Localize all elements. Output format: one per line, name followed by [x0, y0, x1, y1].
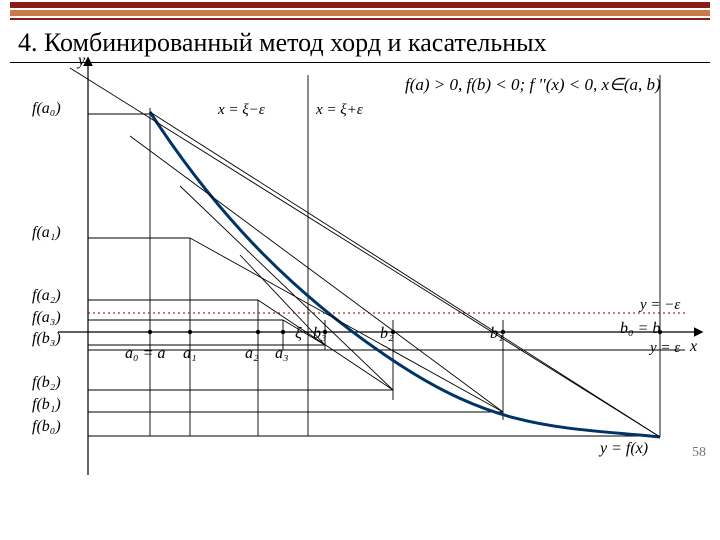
- y-label: f(a₃): [32, 309, 61, 327]
- y-label: f(a₁): [32, 224, 61, 242]
- y-label: f(b₂): [32, 374, 61, 392]
- x-label: ξ: [295, 325, 302, 343]
- x-label: b₁: [490, 325, 504, 343]
- x-label: b₃: [313, 325, 327, 343]
- xi-minus-label: x = ξ−ε: [218, 102, 265, 119]
- eps-lower-label: y = ε: [650, 340, 680, 357]
- y-label: f(b₁): [32, 396, 61, 414]
- slide-number: 58: [692, 445, 706, 461]
- x-label: b₀ = b: [620, 320, 660, 338]
- y-label: f(a₀): [32, 100, 61, 118]
- x-label: b₂: [380, 325, 394, 343]
- condition-text: f(a) > 0, f(b) < 0; f ''(x) < 0, x∈(a, b…: [405, 75, 661, 95]
- x-label: a₁: [183, 345, 197, 363]
- curve-label: y = f(x): [600, 440, 648, 458]
- y-label: f(b₃): [32, 330, 61, 348]
- x-label: a₂: [245, 345, 259, 363]
- y-label: f(a₂): [32, 287, 61, 305]
- eps-upper-label: y = −ε: [640, 297, 680, 314]
- xi-plus-label: x = ξ+ε: [316, 102, 363, 119]
- y-label: f(b₀): [32, 418, 61, 436]
- x-axis-label: x: [690, 338, 697, 356]
- y-axis-label: y: [78, 52, 85, 70]
- x-label: a₀ = a: [125, 345, 165, 363]
- x-label: a₃: [275, 345, 289, 363]
